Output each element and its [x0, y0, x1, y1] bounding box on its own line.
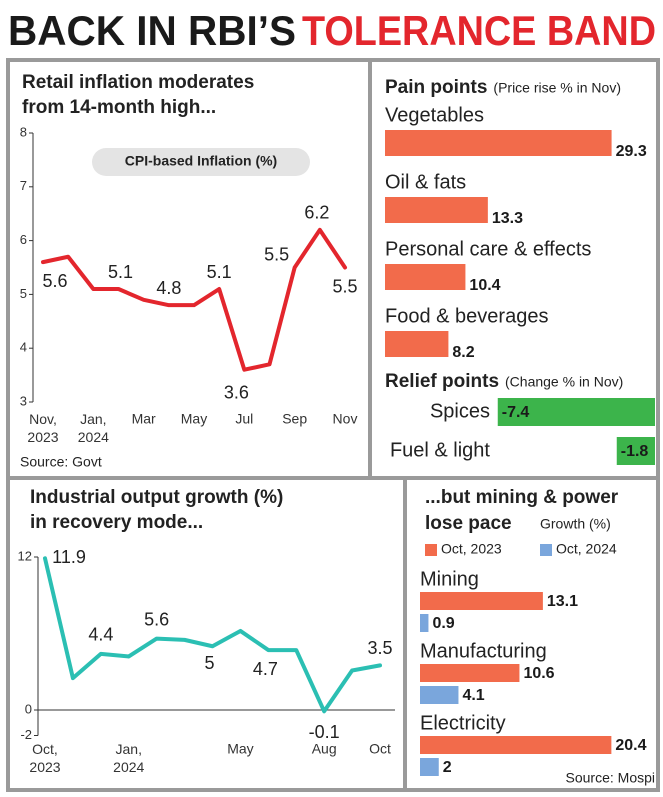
- data-label: 11.9: [52, 547, 86, 567]
- chart-title: lose pace: [425, 513, 512, 534]
- value-label: 8.2: [452, 344, 474, 361]
- chart-subtitle: (Price rise % in Nov): [493, 80, 621, 96]
- bar: [385, 331, 449, 357]
- data-label: 4.4: [88, 625, 113, 645]
- line-series: [43, 556, 382, 714]
- y-tick-label: 12: [18, 548, 32, 563]
- legend-swatch: [540, 544, 552, 556]
- x-tick-label: Nov, 2023: [27, 411, 58, 445]
- category-label: Oil & fats: [385, 171, 466, 193]
- value-label: 29.3: [616, 143, 647, 160]
- x-tick-label: Aug: [312, 741, 337, 757]
- data-label: 3.5: [367, 638, 392, 658]
- subtitle-pill: [92, 148, 310, 176]
- bar: [616, 437, 655, 465]
- category-label: Personal care & effects: [385, 238, 591, 260]
- value-label: 10.4: [469, 277, 500, 294]
- category-label: Vegetables: [385, 104, 484, 126]
- y-tick-label: 6: [20, 232, 27, 247]
- y-tick-label: 0: [25, 701, 32, 716]
- y-tick-label: 3: [20, 393, 27, 408]
- legend-label: Oct, 2023: [441, 541, 502, 557]
- chart-title: in recovery mode...: [30, 512, 203, 533]
- data-label: 5.1: [108, 262, 133, 282]
- y-tick-label: -2: [20, 727, 32, 742]
- y-tick-label: 4: [20, 340, 27, 355]
- source: Source: Mospi: [566, 770, 655, 786]
- bar: [420, 758, 439, 776]
- line-series: [41, 227, 347, 372]
- bar: [420, 736, 612, 754]
- bar: [385, 264, 466, 290]
- data-label: 3.6: [224, 382, 249, 402]
- value-label: 20.4: [615, 737, 646, 754]
- chart-title: Industrial output growth (%): [30, 487, 283, 508]
- x-tick-label: Jul: [235, 411, 253, 427]
- chart-title: Pain points: [385, 77, 487, 98]
- bar: [497, 398, 655, 426]
- data-label: 5.6: [42, 271, 67, 291]
- data-label: 5.5: [264, 244, 289, 264]
- category-label: Mining: [420, 568, 479, 590]
- y-tick-label: 7: [20, 178, 27, 193]
- bar: [420, 592, 543, 610]
- x-tick-label: Oct, 2023: [29, 741, 60, 775]
- chart-subtitle: CPI-based Inflation (%): [125, 153, 277, 169]
- bar: [385, 197, 488, 223]
- chart-subtitle: (Change % in Nov): [505, 374, 623, 390]
- y-tick-label: 8: [20, 124, 27, 139]
- x-tick-label: Jan, 2024: [113, 741, 144, 775]
- chart-title: Relief points: [385, 371, 499, 392]
- value-label: -7.4: [502, 404, 530, 421]
- data-label: 6.2: [304, 203, 329, 223]
- chart-title: from 14-month high...: [22, 97, 216, 118]
- legend-label: Oct, 2024: [556, 541, 617, 557]
- category-label: Manufacturing: [420, 640, 547, 662]
- bar: [420, 614, 429, 632]
- x-tick-label: Jan, 2024: [78, 411, 109, 445]
- headline-part2: TOLERANCE BAND: [302, 7, 656, 54]
- x-tick-label: Oct: [369, 741, 391, 757]
- y-tick-label: 5: [20, 286, 27, 301]
- bar: [420, 664, 520, 682]
- panel-frames: [6, 58, 660, 792]
- headline-part1: BACK IN RBI’S: [8, 7, 296, 54]
- category-label: Fuel & light: [390, 439, 490, 461]
- category-label: Spices: [430, 400, 490, 422]
- value-label: 4.1: [462, 687, 484, 704]
- source: Source: Govt: [20, 454, 102, 470]
- value-label: 13.1: [547, 593, 578, 610]
- legend-swatch: [425, 544, 437, 556]
- value-label: 0.9: [432, 615, 454, 632]
- data-label: 5: [204, 653, 214, 673]
- value-label: 13.3: [492, 210, 523, 227]
- x-tick-label: May: [227, 741, 253, 757]
- category-label: Electricity: [420, 712, 506, 734]
- x-tick-label: Nov: [333, 411, 358, 427]
- value-label: -1.8: [621, 443, 649, 460]
- chart-title: ...but mining & power: [425, 487, 619, 508]
- chart-title: Retail inflation moderates: [22, 72, 254, 93]
- bar: [385, 130, 612, 156]
- x-tick-label: Mar: [132, 411, 156, 427]
- data-label: 4.7: [253, 659, 278, 679]
- data-label: 5.1: [207, 262, 232, 282]
- category-label: Food & beverages: [385, 305, 548, 327]
- data-label: 4.8: [156, 278, 181, 298]
- data-label: 5.5: [332, 276, 357, 296]
- bar: [420, 686, 459, 704]
- outer-frame: [6, 58, 660, 792]
- data-label: 5.6: [144, 609, 169, 629]
- chart-subtitle: Growth (%): [540, 516, 611, 532]
- x-tick-label: Sep: [282, 411, 307, 427]
- data-label: -0.1: [309, 722, 340, 742]
- value-label: 10.6: [523, 665, 554, 682]
- value-label: 2: [443, 759, 452, 776]
- x-tick-label: May: [181, 411, 207, 427]
